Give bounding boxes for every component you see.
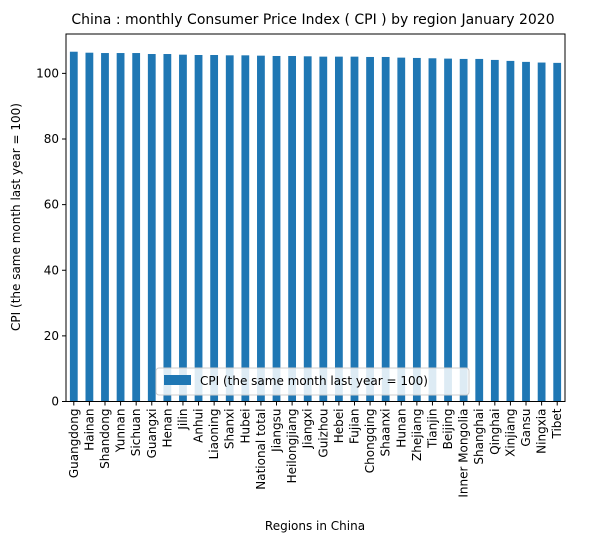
y-tick-label: 40 [44,263,59,277]
y-tick-label: 80 [44,132,59,146]
bar-liaoning [210,55,219,402]
bar-heilongjiang [288,55,297,402]
bar-guizhou [319,56,328,402]
x-tick-label: Guangdong [67,409,81,479]
bar-gansu [522,61,530,402]
x-tick-label: Qinghai [488,409,502,455]
bars-layer [69,51,562,402]
bar-hubei [241,55,250,402]
bar-qinghai [490,59,499,402]
x-tick-label: Ningxia [535,409,549,454]
x-tick-label: Gansu [519,409,533,447]
x-tick-label: Inner Mongolia [457,409,471,498]
bar-yunnan [116,53,125,402]
x-tick-label: Hunan [394,409,408,448]
x-tick-label: Hubei [238,409,252,444]
bar-shanghai [475,58,484,402]
y-axis-label: CPI (the same month last year = 100) [9,103,23,331]
bar-guangxi [147,54,156,402]
bar-shandong [101,53,109,402]
x-tick-label: Anhui [192,409,206,443]
bar-henan [163,54,172,402]
y-tick-label: 100 [36,66,59,80]
x-axis: Guangdong Hainan Shandong Yunnan Sichuan Guan… [67,401,564,498]
x-tick-label: Hainan [82,409,96,451]
x-tick-label: Shanghai [472,409,486,465]
x-tick-label: Heilongjiang [285,409,299,484]
bar-jiangxi [303,56,312,402]
bar-shaanxi [381,56,390,402]
x-tick-label: Tibet [550,408,564,439]
y-tick-label: 0 [51,395,59,409]
y-tick-label: 20 [44,329,59,343]
bar-shanxi [225,55,234,402]
axes-frame [65,33,566,402]
bar-jilin [179,54,187,402]
bar-tibet [553,62,562,402]
bar-fujian [350,56,359,402]
y-tick-label: 60 [44,198,59,212]
bar-xinjiang [506,60,515,402]
bar-zhejiang [412,57,421,402]
bar-sichuan [132,53,141,402]
bar-tianjin [428,58,437,402]
bar-beijing [444,58,452,402]
x-tick-label: Xinjiang [503,409,517,457]
bar-inner-mongolia [459,58,468,402]
x-tick-label: National total [254,409,268,490]
x-axis-label: Regions in China [265,519,365,533]
x-tick-label: Beijing [441,409,455,450]
y-axis: 0 20 40 60 80 100 [36,66,66,409]
legend-label: CPI (the same month last year = 100) [200,374,428,388]
bar-guangdong [69,51,78,402]
x-tick-label: Chongqing [363,409,377,474]
x-tick-label: Jilin [176,409,190,431]
chart-title: China : monthly Consumer Price Index ( C… [71,12,554,28]
x-tick-label: Liaoning [207,409,221,460]
x-tick-label: Jiangsu [270,409,284,453]
bar-jiangsu [272,55,281,402]
bar-ningxia [537,62,546,402]
x-tick-label: Zhejiang [410,409,424,461]
legend-frame [155,367,470,396]
x-tick-label: Fujian [347,409,361,444]
bar-national-total [257,55,265,402]
bar-hebei [334,56,343,402]
legend: CPI (the same month last year = 100) [155,367,470,396]
bar-hunan [397,57,406,402]
x-tick-label: Sichuan [129,409,143,457]
bar-hainan [85,52,94,402]
x-tick-label: Jiangxi [301,409,315,450]
legend-swatch [164,375,191,385]
x-tick-label: Shandong [98,409,112,469]
bar-anhui [194,55,203,402]
x-tick-label: Shanxi [223,409,237,450]
bar-chongqing [366,56,374,402]
x-tick-label: Guizhou [316,409,330,458]
x-tick-label: Henan [160,409,174,448]
x-tick-label: Hebei [332,409,346,444]
x-tick-label: Yunnan [114,409,128,454]
x-tick-label: Guangxi [145,409,159,459]
x-tick-label: Shaanxi [379,409,393,457]
x-tick-label: Tianjin [425,409,439,450]
